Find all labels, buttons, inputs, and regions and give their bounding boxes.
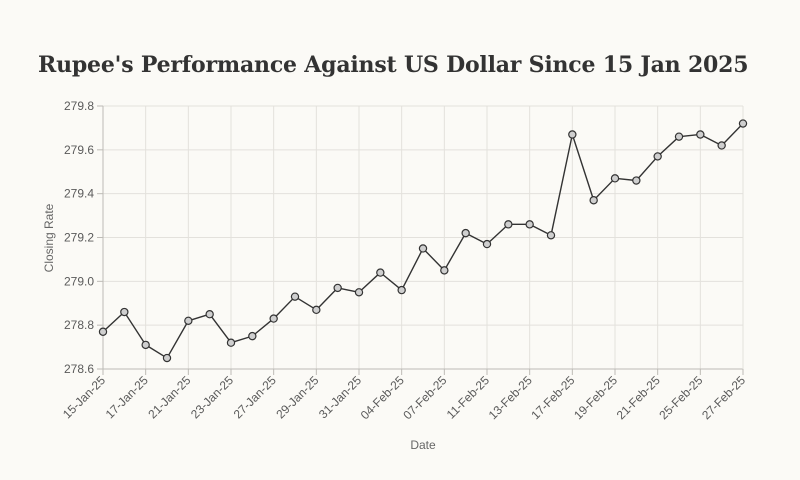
x-tick-label: 29-Jan-25 xyxy=(273,373,321,421)
y-tick-label: 279.6 xyxy=(64,143,94,157)
y-tick-label: 279.4 xyxy=(64,187,94,201)
x-tick-label: 13-Feb-25 xyxy=(486,373,535,422)
x-tick-label: 19-Feb-25 xyxy=(571,373,620,422)
data-point xyxy=(738,119,748,128)
x-tick-label: 25-Feb-25 xyxy=(656,373,705,422)
data-point xyxy=(418,244,428,253)
x-tick-label: 27-Jan-25 xyxy=(231,373,279,421)
y-tick-label: 279.8 xyxy=(64,99,94,113)
chart-title: Rupee's Performance Against US Dollar Si… xyxy=(38,52,749,78)
data-point xyxy=(610,174,620,183)
y-axis-ticks: 279.8 279.6 279.4 279.2 279.0 278.8 278.6 xyxy=(64,99,103,376)
data-point xyxy=(226,338,236,347)
x-tick-label: 31-Jan-25 xyxy=(316,373,364,421)
data-point xyxy=(269,314,278,323)
x-tick-label: 11-Feb-25 xyxy=(444,373,493,422)
x-axis-title: Date xyxy=(410,438,436,452)
series-closing-rate xyxy=(98,119,748,363)
data-point xyxy=(568,130,577,139)
y-axis-title: Closing Rate xyxy=(42,203,56,272)
x-tick-label: 17-Jan-25 xyxy=(103,373,151,421)
x-tick-label: 15-Jan-25 xyxy=(60,373,108,421)
grid-lines xyxy=(102,105,744,370)
data-point xyxy=(440,266,449,275)
data-point xyxy=(333,283,342,293)
y-tick-label: 279.0 xyxy=(64,274,94,288)
data-point xyxy=(674,132,684,141)
data-point xyxy=(98,327,108,336)
data-point xyxy=(141,340,150,350)
y-tick-label: 278.8 xyxy=(64,318,94,332)
data-point xyxy=(696,130,705,139)
data-point xyxy=(184,316,193,325)
series-line xyxy=(102,123,744,359)
x-tick-label: 17-Feb-25 xyxy=(528,373,577,422)
x-tick-label: 21-Feb-25 xyxy=(614,373,663,422)
data-point xyxy=(162,353,172,363)
data-point xyxy=(717,141,726,150)
data-point xyxy=(312,305,321,315)
data-point xyxy=(354,288,364,297)
data-point xyxy=(376,268,385,277)
data-point xyxy=(482,239,492,249)
data-point xyxy=(397,285,406,295)
x-tick-label: 21-Jan-25 xyxy=(145,373,193,421)
data-point xyxy=(290,292,300,301)
x-tick-label: 23-Jan-25 xyxy=(188,373,236,421)
x-tick-label: 27-Feb-25 xyxy=(699,373,748,422)
x-tick-label: 07-Feb-25 xyxy=(400,373,449,422)
data-point xyxy=(461,228,470,238)
y-tick-label: 278.6 xyxy=(64,362,94,376)
data-point xyxy=(248,331,257,341)
x-axis-ticks: 15-Jan-2517-Jan-2521-Jan-2523-Jan-2527-J… xyxy=(60,369,748,422)
data-point xyxy=(205,310,214,319)
data-point xyxy=(589,196,598,205)
data-point xyxy=(653,152,662,161)
data-point xyxy=(632,176,641,185)
data-point xyxy=(525,220,534,229)
data-point xyxy=(504,220,513,229)
data-point xyxy=(546,231,556,240)
y-tick-label: 279.2 xyxy=(64,231,94,245)
data-point xyxy=(120,307,129,317)
x-tick-label: 04-Feb-25 xyxy=(358,373,407,422)
